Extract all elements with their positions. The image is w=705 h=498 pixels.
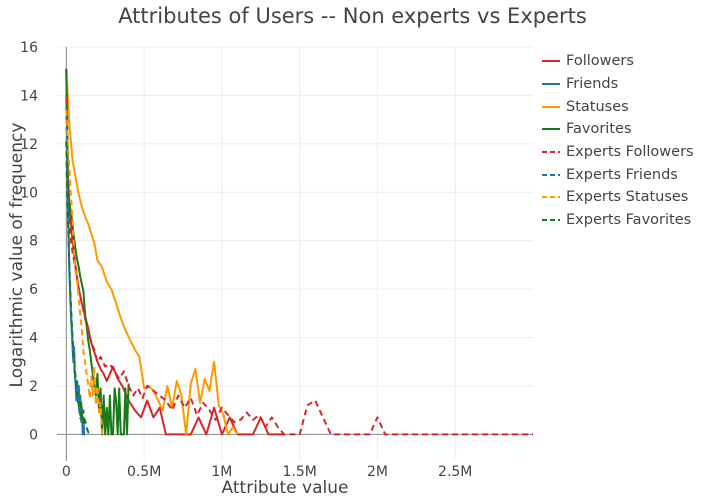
legend: Followers Friends Statuses Favorites Experts… [540,50,694,232]
y-tick-label: 8 [29,234,38,250]
chart-title: Attributes of Users -- Non experts vs Ex… [118,4,587,28]
series-line-followers [65,68,285,436]
legend-label: Experts Friends [566,166,678,183]
legend-item-friends[interactable]: Friends [540,73,694,96]
series-line-experts-statuses [65,109,104,435]
legend-swatch [542,128,560,131]
x-tick-label: 2.5M [438,464,472,480]
legend-swatch [542,105,560,108]
y-tick-label: 4 [29,331,38,347]
legend-label: Experts Statuses [566,189,689,206]
legend-item-experts-friends[interactable]: Experts Friends [540,163,694,186]
x-tick-label: 0.5M [127,464,161,480]
tick-labels: 0 2 4 6 8 10 12 14 16 0 0.5M 1M 1.5M 2M 2.5M [20,40,472,480]
x-tick-label: 2M [367,464,388,480]
legend-item-experts-followers[interactable]: Experts Followers [540,141,694,164]
legend-swatch [542,196,560,199]
legend-item-statuses[interactable]: Statuses [540,95,694,118]
legend-label: Followers [566,53,634,70]
y-tick-label: 2 [29,379,38,395]
x-axis-label: Attribute value [222,478,349,498]
series-line-favorites [65,68,130,436]
legend-label: Experts Favorites [566,212,692,229]
legend-swatch [542,151,560,154]
legend-label: Friends [566,76,619,93]
y-tick-label: 6 [29,282,38,298]
legend-item-experts-favorites[interactable]: Experts Favorites [540,209,694,232]
legend-swatch [542,219,560,222]
series-line-experts-followers [65,97,533,436]
legend-item-experts-statuses[interactable]: Experts Statuses [540,186,694,209]
series-line-statuses [65,68,239,436]
y-tick-label: 10 [20,185,38,201]
legend-swatch [542,173,560,176]
x-tick-label: 1.5M [282,464,316,480]
x-tick-label: 1M [211,464,232,480]
y-tick-label: 14 [20,88,38,104]
legend-swatch [542,60,560,63]
y-tick-label: 0 [29,427,38,443]
legend-item-followers[interactable]: Followers [540,50,694,73]
legend-item-favorites[interactable]: Favorites [540,118,694,141]
legend-label: Experts Followers [566,144,694,161]
y-axis-label: Logarithmic value of frequency [7,123,27,388]
plot-area [65,68,533,436]
legend-swatch [542,83,560,86]
legend-label: Statuses [566,98,629,115]
legend-label: Favorites [566,121,632,138]
y-tick-label: 12 [20,137,38,153]
x-tick-label: 0 [62,464,71,480]
series-line-experts-favorites [65,141,91,435]
y-tick-label: 16 [20,40,38,56]
